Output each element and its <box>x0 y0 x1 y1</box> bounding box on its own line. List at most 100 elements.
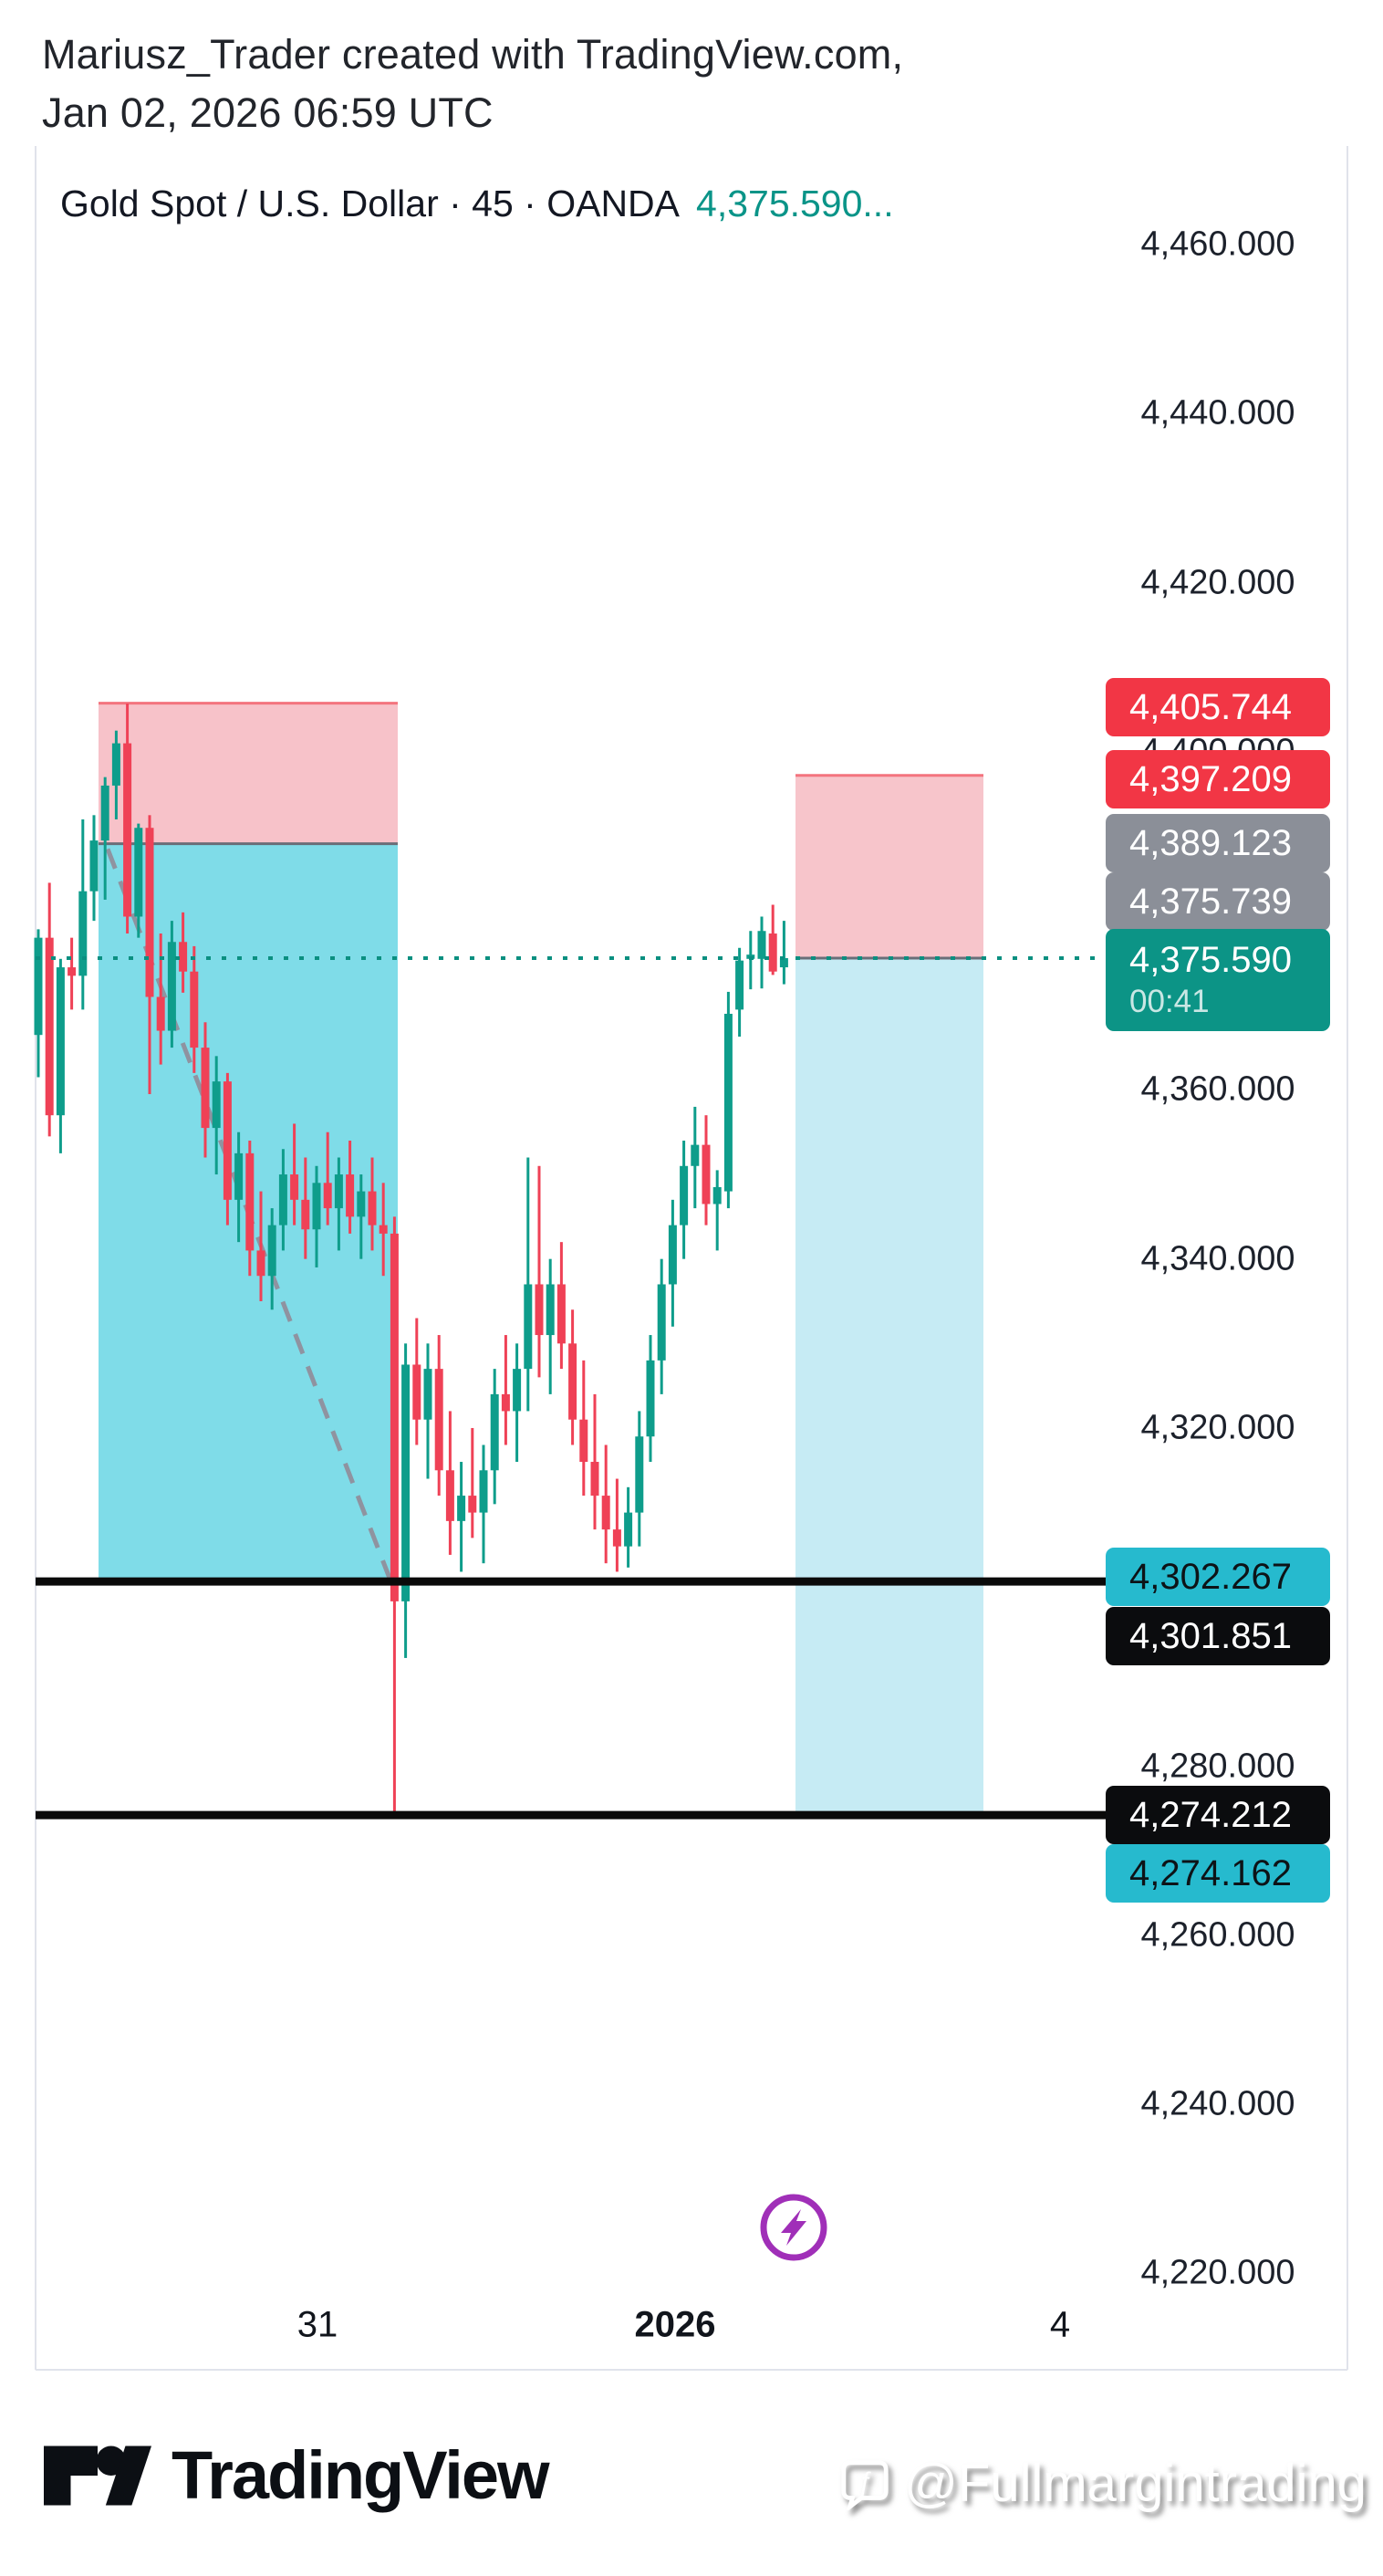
x-axis-label: 2026 <box>634 2304 716 2345</box>
candle-down <box>190 971 199 1048</box>
y-axis-label: 4,280.000 <box>1140 1747 1295 1786</box>
candle-up <box>111 743 120 786</box>
chart-legend: Gold Spot / U.S. Dollar · 45 · OANDA 4,37… <box>60 183 894 225</box>
candle-up <box>490 1393 499 1471</box>
price-level-badge: 4,397.209 <box>1106 750 1330 808</box>
candle-wick <box>537 1165 541 1378</box>
candle-up <box>56 967 65 1116</box>
candle-up <box>479 1470 488 1513</box>
y-axis-label: 4,360.000 <box>1140 1069 1295 1109</box>
symbol-title: Gold Spot / U.S. Dollar · 45 · OANDA <box>60 183 681 224</box>
candle-up <box>635 1436 644 1513</box>
candle-up <box>680 1165 689 1225</box>
candle-up <box>735 960 744 1010</box>
candle-down <box>379 1225 388 1234</box>
candle-wick <box>326 1132 329 1225</box>
candle-down <box>156 996 165 1031</box>
candle-down <box>468 1496 477 1513</box>
y-axis-label: 4,240.000 <box>1140 2084 1295 2123</box>
candle-down <box>68 967 77 976</box>
candle-down <box>768 933 777 972</box>
candle-down <box>45 937 54 1116</box>
candle-down <box>301 1199 310 1230</box>
candle-up <box>357 1191 366 1217</box>
candle-down <box>612 1529 621 1547</box>
snapshot-timestamp: Jan 02, 2026 06:59 UTC <box>42 89 494 136</box>
candle-up <box>657 1284 666 1361</box>
y-axis-label: 4,420.000 <box>1140 563 1295 602</box>
candle-down <box>290 1174 299 1200</box>
symbol-last-price: 4,375.590... <box>696 183 894 224</box>
candle-up <box>757 931 766 959</box>
tradingview-mark-icon <box>44 2446 151 2505</box>
candle-wick <box>504 1335 507 1445</box>
candle-down <box>323 1183 332 1209</box>
candle-up <box>712 1186 722 1205</box>
candle-up <box>457 1496 466 1521</box>
target-zone-2 <box>795 957 983 1816</box>
price-level-badge: 4,274.162 <box>1106 1844 1330 1903</box>
candle-down <box>390 1233 399 1601</box>
current-price-badge: 4,375.590 00:41 <box>1106 929 1330 1031</box>
price-level-badge: 4,302.267 <box>1106 1548 1330 1606</box>
candle-down <box>123 743 132 917</box>
candle-up <box>334 1174 343 1209</box>
candle-down <box>702 1144 711 1205</box>
chat-bubble-icon: ƒ <box>841 2459 889 2510</box>
candle-wick <box>615 1478 619 1572</box>
candle-up <box>234 1152 244 1200</box>
candle-down <box>535 1284 544 1336</box>
candle-wick <box>259 1191 263 1301</box>
candle-down <box>256 1250 265 1277</box>
candle-down <box>223 1081 232 1200</box>
price-level-badge: 4,375.739 <box>1106 872 1330 931</box>
x-axis-label: 31 <box>296 2304 338 2345</box>
candle-wick <box>749 931 753 990</box>
risk-zone-2 <box>795 775 983 958</box>
risk-zone-1 <box>99 703 398 844</box>
candle-up <box>134 828 143 917</box>
candle-down <box>412 1364 421 1420</box>
candle-up <box>524 1284 533 1370</box>
watermark-handle: @Fullmargintrading <box>904 2454 1367 2513</box>
candle-up <box>167 942 176 1031</box>
svg-text:ƒ: ƒ <box>858 2466 872 2496</box>
candle-down <box>568 1343 577 1420</box>
candle-wick <box>526 1157 530 1412</box>
flash-icon-circle <box>760 2194 827 2261</box>
candle-wick <box>471 1427 474 1538</box>
candle-up <box>723 1014 733 1192</box>
candle-down <box>201 1048 210 1129</box>
flash-icon <box>760 2194 827 2261</box>
candle-up <box>212 1081 221 1129</box>
candle-up <box>423 1369 432 1420</box>
candle-down <box>434 1369 443 1471</box>
y-axis-label: 4,340.000 <box>1140 1239 1295 1278</box>
snapshot-author-line: Mariusz_Trader created with TradingView.… <box>42 31 904 78</box>
candle-up <box>691 1144 700 1166</box>
channel-watermark: ƒ @Fullmargintrading <box>838 2453 1367 2514</box>
candle-up <box>89 840 99 892</box>
y-axis-label: 4,220.000 <box>1140 2253 1295 2292</box>
tradingview-wordmark: TradingView <box>172 2437 550 2513</box>
y-axis-label: 4,460.000 <box>1140 224 1295 264</box>
y-axis-label: 4,260.000 <box>1140 1915 1295 1955</box>
candle-up <box>513 1369 522 1412</box>
candle-up <box>624 1512 633 1547</box>
candle-down <box>601 1496 610 1530</box>
tradingview-logo: TradingView <box>44 2436 550 2514</box>
candle-down <box>556 1284 566 1344</box>
candle-wick <box>782 921 785 985</box>
candle-up <box>668 1225 677 1285</box>
price-level-badge: 4,274.212 <box>1106 1786 1330 1844</box>
candle-up <box>312 1183 321 1230</box>
candle-up <box>401 1364 411 1601</box>
y-axis-label: 4,440.000 <box>1140 393 1295 433</box>
price-level-badge: 4,389.123 <box>1106 814 1330 872</box>
candle-down <box>368 1191 377 1225</box>
candle-up <box>78 891 88 976</box>
lightning-bolt-icon <box>781 2209 806 2246</box>
candle-down <box>145 828 154 997</box>
